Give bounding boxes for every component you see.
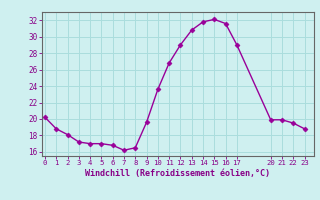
X-axis label: Windchill (Refroidissement éolien,°C): Windchill (Refroidissement éolien,°C) [85, 169, 270, 178]
